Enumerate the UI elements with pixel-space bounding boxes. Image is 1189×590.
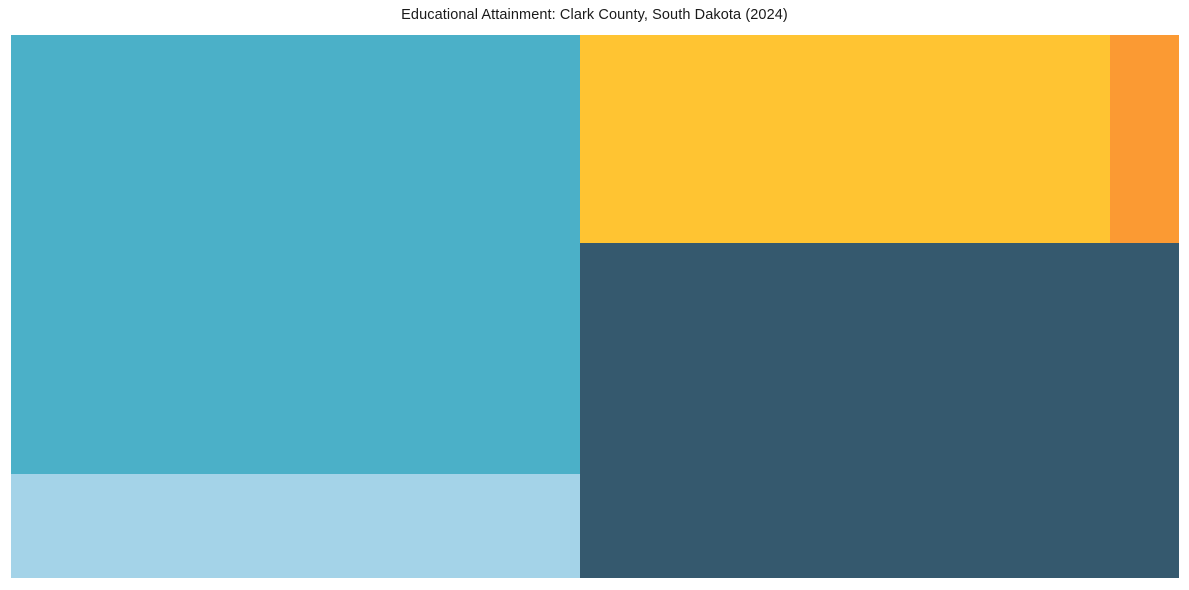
treemap-tile-bachelors-degree[interactable]: Bachelor's degree [580, 243, 1179, 578]
treemap-tile-some-college-no-degree[interactable]: Some college, no degree [580, 35, 1110, 243]
page-title: Educational Attainment: Clark County, So… [401, 7, 788, 23]
treemap-tile-graduate-or-professional-degree[interactable]: Graduate or professional degree [1110, 35, 1179, 243]
treemap-tile-associates-degree[interactable]: Associate's degree [11, 474, 580, 578]
treemap-plot-area: High school graduate Bachelor's degree S… [11, 35, 1179, 578]
treemap-tile-high-school-graduate[interactable]: High school graduate [11, 35, 580, 474]
